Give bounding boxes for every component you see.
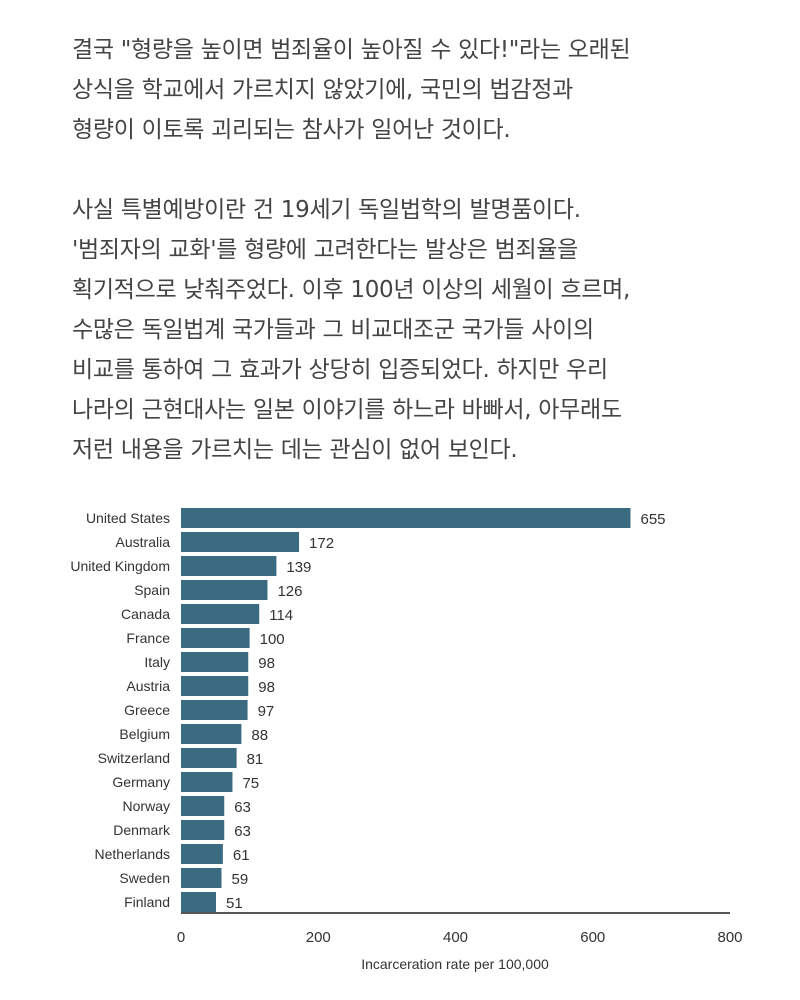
bar [181,772,233,792]
bar [181,724,242,744]
data-label: 61 [233,847,250,864]
text-line: 수많은 독일법계 국가들과 그 비교대조군 국가들 사이의 [72,317,594,343]
category-label: Norway [123,798,170,814]
category-label: Belgium [119,726,170,742]
category-label: Finland [124,894,170,910]
data-label: 100 [260,631,285,648]
bar [181,868,222,888]
data-label: 114 [269,607,293,624]
text-line: 비교를 통하여 그 효과가 상당히 입증되었다. 하지만 우리 [72,357,608,383]
category-label: Germany [112,774,170,790]
data-label: 655 [640,511,665,528]
x-tick-label: 0 [177,929,185,946]
data-label: 88 [251,727,268,744]
paragraph-1: 결국 "형량을 높이면 범죄율이 높아질 수 있다!"라는 오래된 상식을 학교… [72,30,631,150]
data-label: 98 [258,655,275,672]
data-label: 98 [258,679,275,696]
category-label: Sweden [119,870,170,886]
text-line: 형량이 이토록 괴리되는 참사가 일어난 것이다. [72,117,511,143]
category-label: Netherlands [95,846,171,862]
category-label: Spain [134,582,170,598]
text-line: 상식을 학교에서 가르치지 않았기에, 국민의 법감정과 [72,77,573,103]
text-line: 사실 특별예방이란 건 19세기 독일법학의 발명품이다. [72,197,581,223]
category-label: Denmark [113,822,171,838]
data-label: 63 [234,799,251,816]
text-line: 결국 "형량을 높이면 범죄율이 높아질 수 있다!"라는 오래된 [72,37,631,63]
bar [181,508,631,528]
category-label: France [126,630,170,646]
text-line: 나라의 근현대사는 일본 이야기를 하느라 바빠서, 아무래도 [72,397,622,423]
bar [181,820,225,840]
bar [181,676,249,696]
category-label: Australia [116,534,171,550]
category-label: Switzerland [98,750,170,766]
bar [181,700,248,720]
text-line: 획기적으로 낮춰주었다. 이후 100년 이상의 세월이 흐르며, [72,277,631,303]
paragraph-2: 사실 특별예방이란 건 19세기 독일법학의 발명품이다. '범죄자의 교화'를… [72,190,630,470]
category-label: United States [86,510,170,526]
bar [181,580,268,600]
category-label: Italy [144,654,170,670]
bar [181,652,249,672]
data-label: 75 [242,775,259,792]
x-axis-label: Incarceration rate per 100,000 [361,956,549,972]
bar [181,532,300,552]
category-label: Greece [124,702,170,718]
data-label: 126 [277,583,302,600]
bar [181,556,277,576]
bar [181,604,260,624]
data-label: 139 [286,559,311,576]
text-line: 저런 내용을 가르치는 데는 관심이 없어 보인다. [72,437,518,463]
text-line: '범죄자의 교화'를 형량에 고려한다는 발상은 범죄율을 [72,237,579,263]
data-label: 59 [231,871,248,888]
category-label: Canada [121,606,170,622]
bar [181,892,216,912]
data-label: 97 [258,703,275,720]
data-label: 81 [247,751,264,768]
data-label: 172 [309,535,334,552]
x-tick-label: 200 [306,929,331,946]
data-label: 51 [226,895,243,912]
bar [181,844,223,864]
data-label: 63 [234,823,251,840]
x-tick-label: 800 [717,929,742,946]
bar [181,748,237,768]
x-tick-label: 600 [580,929,605,946]
category-label: Austria [126,678,170,694]
bar [181,796,225,816]
category-label: United Kingdom [70,558,170,574]
bar [181,628,250,648]
x-tick-label: 400 [443,929,468,946]
